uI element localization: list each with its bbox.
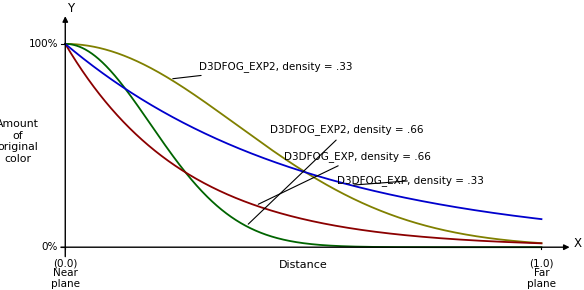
Text: 100%: 100% (29, 39, 58, 49)
Text: (1.0): (1.0) (529, 258, 554, 268)
Text: Near
plane: Near plane (51, 268, 80, 289)
Text: Amount
of
original
color: Amount of original color (0, 119, 39, 164)
Text: Y: Y (67, 2, 75, 15)
Text: D3DFOG_EXP2, density = .66: D3DFOG_EXP2, density = .66 (248, 124, 423, 224)
Text: (0.0): (0.0) (53, 258, 78, 268)
Text: Distance: Distance (279, 260, 328, 270)
Text: D3DFOG_EXP, density = .33: D3DFOG_EXP, density = .33 (337, 175, 484, 186)
Text: Far
plane: Far plane (527, 268, 556, 289)
Text: 0%: 0% (41, 242, 58, 252)
Text: D3DFOG_EXP2, density = .33: D3DFOG_EXP2, density = .33 (173, 61, 352, 79)
Text: X: X (574, 237, 582, 250)
Text: D3DFOG_EXP, density = .66: D3DFOG_EXP, density = .66 (258, 151, 431, 204)
